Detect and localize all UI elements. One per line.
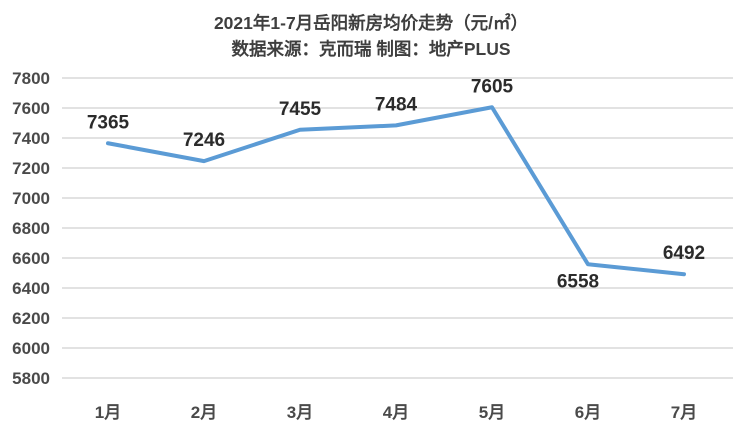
y-tick-label: 5800 [12,369,50,388]
x-tick-label: 4月 [383,403,409,422]
data-point-label: 7605 [471,76,514,97]
x-axis-labels: 1月 2月 3月 4月 5月 6月 7月 [95,403,697,422]
y-tick-label: 6600 [12,249,50,268]
trend-line [106,105,686,277]
chart-title: 2021年1-7月岳阳新房均价走势（元/㎡） [214,13,528,33]
y-tick-label: 7200 [12,159,50,178]
y-tick-label: 7600 [12,99,50,118]
x-tick-label: 5月 [479,403,505,422]
y-tick-label: 6800 [12,219,50,238]
gridlines [62,77,733,379]
data-point-label: 7484 [375,94,418,115]
y-tick-label: 6400 [12,279,50,298]
data-point-label: 6558 [557,271,599,292]
y-tick-label: 7000 [12,189,50,208]
x-tick-label: 1月 [95,403,121,422]
y-axis-labels: 7800 7600 7400 7200 7000 6800 6600 6400 6200 6000… [12,69,50,388]
data-point-label: 7246 [183,130,225,151]
chart-subtitle: 数据来源：克而瑞 制图：地产PLUS [231,39,510,59]
data-point-label: 6492 [663,243,705,264]
data-labels: 7365 7246 7455 7484 7605 6558 6492 [87,76,705,292]
y-tick-label: 6000 [12,339,50,358]
y-tick-label: 6200 [12,309,50,328]
y-tick-label: 7800 [12,69,50,88]
x-tick-label: 6月 [575,403,601,422]
y-tick-label: 7400 [12,129,50,148]
data-point-label: 7365 [87,112,130,133]
x-tick-label: 2月 [191,403,217,422]
x-tick-label: 7月 [671,403,697,422]
x-tick-label: 3月 [287,403,313,422]
data-point-label: 7455 [279,99,322,120]
